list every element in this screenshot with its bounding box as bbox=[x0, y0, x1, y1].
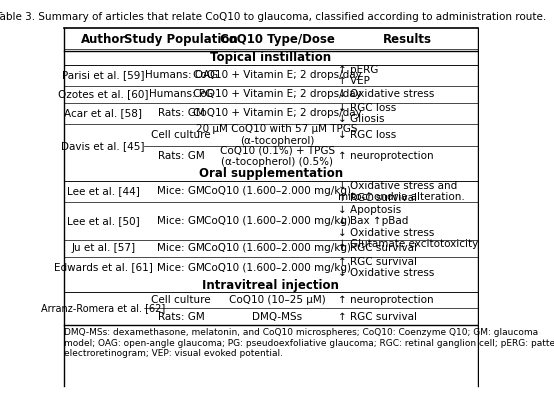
Text: Rats: GM: Rats: GM bbox=[158, 109, 204, 119]
Text: Intravitreal injection: Intravitreal injection bbox=[202, 279, 339, 292]
Text: Mice: GM: Mice: GM bbox=[157, 186, 205, 196]
Text: Ozotes et al. [60]: Ozotes et al. [60] bbox=[58, 89, 148, 99]
Text: Lee et al. [44]: Lee et al. [44] bbox=[67, 186, 140, 196]
Text: Humans: PG: Humans: PG bbox=[149, 89, 213, 99]
Text: Lee et al. [50]: Lee et al. [50] bbox=[67, 216, 140, 226]
Text: ↓ Oxidative stress and
mitochondria alteration.: ↓ Oxidative stress and mitochondria alte… bbox=[337, 181, 464, 202]
Text: ↓ RGC loss
↓ Gliosis: ↓ RGC loss ↓ Gliosis bbox=[337, 103, 396, 124]
Text: Ju et al. [57]: Ju et al. [57] bbox=[71, 243, 135, 253]
Text: DMQ-MSs: DMQ-MSs bbox=[252, 312, 302, 322]
Text: CoQ10 (1.600–2.000 mg/kg): CoQ10 (1.600–2.000 mg/kg) bbox=[203, 186, 351, 196]
Text: Parisi et al. [59]: Parisi et al. [59] bbox=[62, 70, 145, 80]
Text: CoQ10 + Vitamin E; 2 drops/day: CoQ10 + Vitamin E; 2 drops/day bbox=[193, 89, 361, 99]
Text: CoQ10 Type/Dose: CoQ10 Type/Dose bbox=[219, 33, 335, 46]
Text: ↓ Oxidative stress: ↓ Oxidative stress bbox=[337, 89, 434, 99]
Text: ↑ neuroprotection: ↑ neuroprotection bbox=[337, 295, 433, 305]
Text: Mice: GM: Mice: GM bbox=[157, 243, 205, 253]
Text: CoQ10 (1.600–2.000 mg/kg): CoQ10 (1.600–2.000 mg/kg) bbox=[203, 216, 351, 226]
Text: Rats: GM: Rats: GM bbox=[158, 151, 204, 161]
Text: Edwards et al. [61]: Edwards et al. [61] bbox=[54, 262, 153, 272]
Text: ↑ pERG
↑ VEP: ↑ pERG ↑ VEP bbox=[337, 64, 378, 86]
Text: CoQ10 (1.600–2.000 mg/kg): CoQ10 (1.600–2.000 mg/kg) bbox=[203, 262, 351, 272]
Text: Mice: GM: Mice: GM bbox=[157, 216, 205, 226]
Text: ↑ RGC survival
↓ Oxidative stress: ↑ RGC survival ↓ Oxidative stress bbox=[337, 257, 434, 278]
Text: CoQ10 + Vitamin E; 2 drops/day: CoQ10 + Vitamin E; 2 drops/day bbox=[193, 70, 361, 80]
Text: Rats: GM: Rats: GM bbox=[158, 312, 204, 322]
Text: Topical instillation: Topical instillation bbox=[211, 51, 331, 64]
Text: Author: Author bbox=[80, 33, 126, 46]
Text: Mice: GM: Mice: GM bbox=[157, 262, 205, 272]
Text: ↑ RGC survival
↓ Apoptosis
↓ Bax ↑pBad
↓ Oxidative stress
↓ Glutamate excitotoxi: ↑ RGC survival ↓ Apoptosis ↓ Bax ↑pBad ↓… bbox=[337, 193, 478, 250]
Text: Arranz-Romera et al. [62]: Arranz-Romera et al. [62] bbox=[41, 303, 165, 313]
Text: ↑ RGC survival: ↑ RGC survival bbox=[337, 312, 417, 322]
Text: ↑ neuroprotection: ↑ neuroprotection bbox=[337, 151, 433, 161]
Text: CoQ10 + Vitamin E; 2 drops/day: CoQ10 + Vitamin E; 2 drops/day bbox=[193, 109, 361, 119]
Text: CoQ10 (0.1%) + TPGS
(α-tocopherol) (0.5%): CoQ10 (0.1%) + TPGS (α-tocopherol) (0.5%… bbox=[219, 146, 335, 167]
Text: Cell culture: Cell culture bbox=[151, 295, 211, 305]
Text: CoQ10 (1.600–2.000 mg/kg): CoQ10 (1.600–2.000 mg/kg) bbox=[203, 243, 351, 253]
Text: Acar et al. [58]: Acar et al. [58] bbox=[64, 109, 142, 119]
Text: Cell culture: Cell culture bbox=[151, 130, 211, 140]
Text: ↓ RGC loss: ↓ RGC loss bbox=[337, 130, 396, 140]
Text: ↑ RGC survival: ↑ RGC survival bbox=[337, 243, 417, 253]
Text: Humans: OAG: Humans: OAG bbox=[145, 70, 218, 80]
Text: CoQ10 (10–25 μM): CoQ10 (10–25 μM) bbox=[229, 295, 325, 305]
Text: 20 μM CoQ10 with 57 μM TPGS
(α-tocopherol): 20 μM CoQ10 with 57 μM TPGS (α-tocophero… bbox=[196, 124, 358, 146]
Text: Results: Results bbox=[383, 33, 432, 46]
Text: Study Population: Study Population bbox=[124, 33, 238, 46]
Text: Table 3. Summary of articles that relate CoQ10 to glaucoma, classified according: Table 3. Summary of articles that relate… bbox=[0, 12, 546, 22]
Text: Davis et al. [45]: Davis et al. [45] bbox=[61, 141, 145, 151]
Text: DMQ-MSs: dexamethasone, melatonin, and CoQ10 microspheres; CoQ10: Coenzyme Q10; : DMQ-MSs: dexamethasone, melatonin, and C… bbox=[64, 328, 554, 358]
Text: Oral supplementation: Oral supplementation bbox=[199, 167, 343, 181]
